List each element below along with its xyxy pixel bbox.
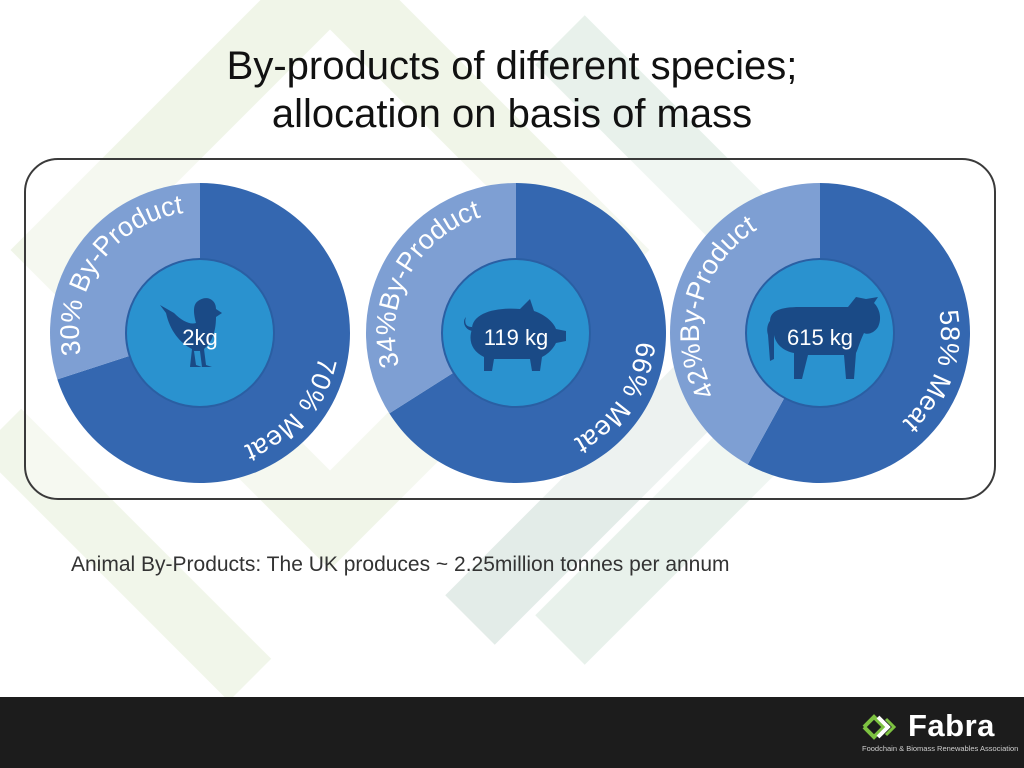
center-weight-label: 119 kg — [484, 325, 548, 350]
title-line-1: By-products of different species; — [226, 44, 798, 88]
center-weight-label: 2kg — [182, 325, 217, 350]
cow-icon — [767, 297, 881, 379]
logo-tagline: Foodchain & Biomass Renewables Associati… — [862, 744, 1019, 753]
caption: Animal By-Products: The UK produces ~ 2.… — [71, 553, 730, 576]
chicken-icon — [160, 298, 222, 367]
title-line-2: allocation on basis of mass — [271, 92, 753, 136]
logo-name: Fabra — [908, 708, 995, 743]
page-title: By-products of different species; alloca… — [0, 42, 1024, 138]
footer-bar — [0, 697, 1024, 768]
fabra-logo-icon — [862, 714, 897, 740]
center-weight-label: 615 kg — [787, 325, 853, 350]
pig-icon — [464, 299, 566, 371]
